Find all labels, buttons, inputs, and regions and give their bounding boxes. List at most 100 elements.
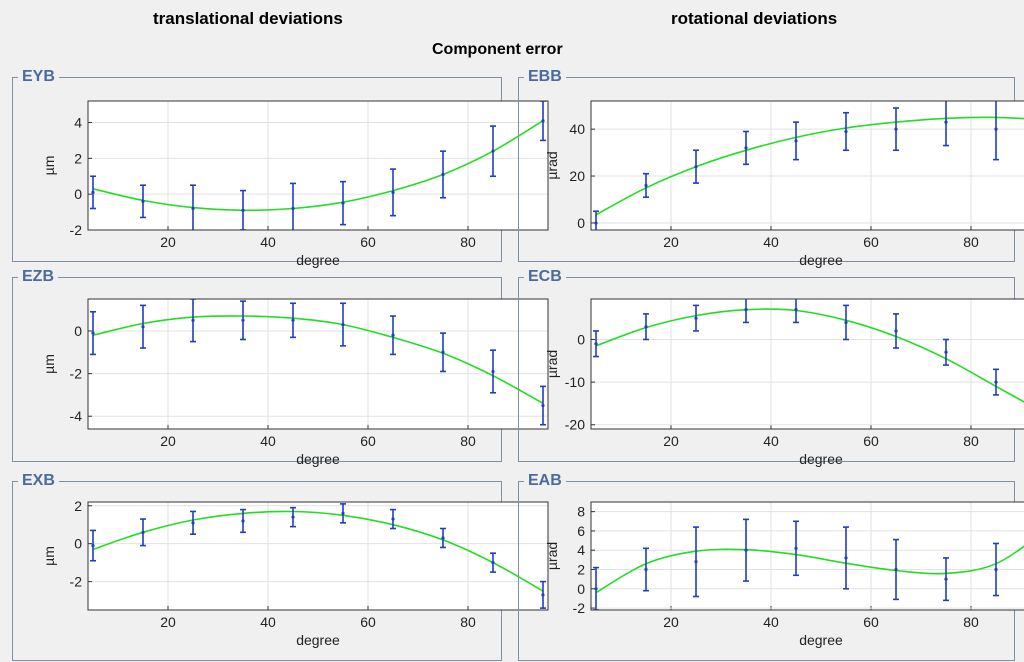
data-point [644, 567, 648, 572]
error-bar [140, 518, 146, 547]
panel-eyb: EYB 20 40 60 80 -2 0 2 4 degree µm [12, 67, 549, 268]
error-bar [843, 304, 849, 341]
error-bar [943, 338, 949, 366]
y-tick-label: -10 [565, 374, 585, 390]
data-point [944, 577, 948, 581]
data-point [944, 350, 948, 354]
x-tick-label: 20 [160, 614, 176, 630]
error-bar [140, 304, 146, 349]
error-bar [390, 315, 396, 356]
data-point [794, 546, 798, 550]
data-point [744, 308, 748, 312]
data-point [644, 325, 648, 329]
data-point [391, 190, 395, 194]
axes-box [590, 501, 1024, 611]
error-bar [440, 332, 446, 373]
x-tick-label: 20 [160, 234, 176, 250]
data-point [141, 530, 145, 534]
error-bar [440, 527, 446, 549]
data-point [291, 318, 295, 322]
error-bar [90, 175, 96, 210]
data-point [541, 593, 545, 597]
x-tick-label: 60 [360, 614, 376, 630]
x-axis-label: degree [799, 451, 843, 467]
x-tick-label: 40 [260, 234, 276, 250]
data-point [141, 199, 145, 203]
error-bar [540, 101, 546, 142]
error-bar [893, 538, 899, 601]
x-tick-label: 20 [663, 614, 679, 630]
y-tick-label: 6 [577, 523, 585, 539]
y-axis-label: µrad [544, 542, 560, 570]
data-point [541, 119, 545, 123]
x-tick-label: 80 [963, 614, 979, 630]
data-point [844, 129, 848, 134]
error-bar [693, 149, 699, 184]
data-point [844, 320, 848, 325]
x-tick-label: 60 [863, 433, 879, 449]
fit-curve [92, 510, 544, 592]
chart-ezb: 20 40 60 80 -4 -2 0 degree µm [41, 298, 549, 467]
error-bar [943, 557, 949, 602]
x-tick-label: 20 [160, 433, 176, 449]
axes-box [87, 100, 549, 231]
y-tick-label: 0 [577, 215, 585, 231]
data-point [91, 331, 95, 335]
data-point [794, 308, 798, 312]
error-bar [190, 184, 196, 230]
data-point [594, 221, 598, 225]
axes-box [590, 298, 1024, 430]
data-point [91, 190, 95, 194]
x-axis-label: degree [799, 252, 843, 268]
x-tick-label: 20 [663, 433, 679, 449]
fit-curve [92, 120, 544, 212]
error-bar [993, 101, 999, 161]
plot-area [591, 299, 1024, 429]
error-bar [390, 508, 396, 530]
data-point [744, 548, 748, 552]
panel-title-eab: EAB [524, 471, 566, 491]
error-bar [793, 121, 799, 161]
data-point [391, 517, 395, 521]
y-tick-label: 0 [74, 323, 82, 339]
x-tick-label: 80 [963, 234, 979, 250]
data-point [844, 556, 848, 560]
error-bar [593, 330, 599, 358]
error-bar [290, 182, 296, 230]
y-tick-label: 2 [577, 562, 585, 578]
error-bar [490, 349, 496, 394]
fit-curve [595, 545, 1024, 594]
left-column-title: translational deviations [153, 9, 343, 28]
chart-exb: 20 40 60 80 -2 0 2 degree µm [41, 498, 549, 648]
data-point [594, 342, 598, 346]
y-tick-label: 4 [577, 542, 585, 558]
y-tick-label: 2 [74, 150, 82, 166]
data-point [241, 208, 245, 212]
error-bar [643, 172, 649, 198]
panel-eab: EAB 20 40 60 80 -2 0 2 4 6 8 degree µrad [518, 471, 1024, 661]
main-title: Component error [432, 41, 563, 58]
data-point [341, 511, 345, 515]
data-point [894, 567, 898, 572]
panel-ezb: EZB 20 40 60 80 -4 -2 0 degree µm [12, 267, 549, 467]
y-tick-label: -4 [70, 408, 83, 424]
data-point [191, 318, 195, 322]
y-tick-label: 8 [577, 504, 585, 520]
x-tick-label: 60 [863, 614, 879, 630]
x-tick-label: 80 [460, 433, 476, 449]
y-axis-label: µrad [544, 151, 560, 179]
data-point [291, 515, 295, 519]
data-point [341, 201, 345, 205]
y-tick-label: 20 [569, 168, 585, 184]
y-tick-label: 0 [74, 536, 82, 552]
y-tick-label: 0 [577, 581, 585, 597]
error-bar [340, 302, 346, 347]
plot-area [88, 502, 548, 610]
data-point [241, 318, 245, 322]
data-point [191, 521, 195, 525]
data-point [994, 380, 998, 384]
data-point [594, 587, 598, 591]
panel-title-eyb: EYB [18, 67, 59, 87]
data-point [944, 120, 948, 124]
data-point [441, 536, 445, 540]
